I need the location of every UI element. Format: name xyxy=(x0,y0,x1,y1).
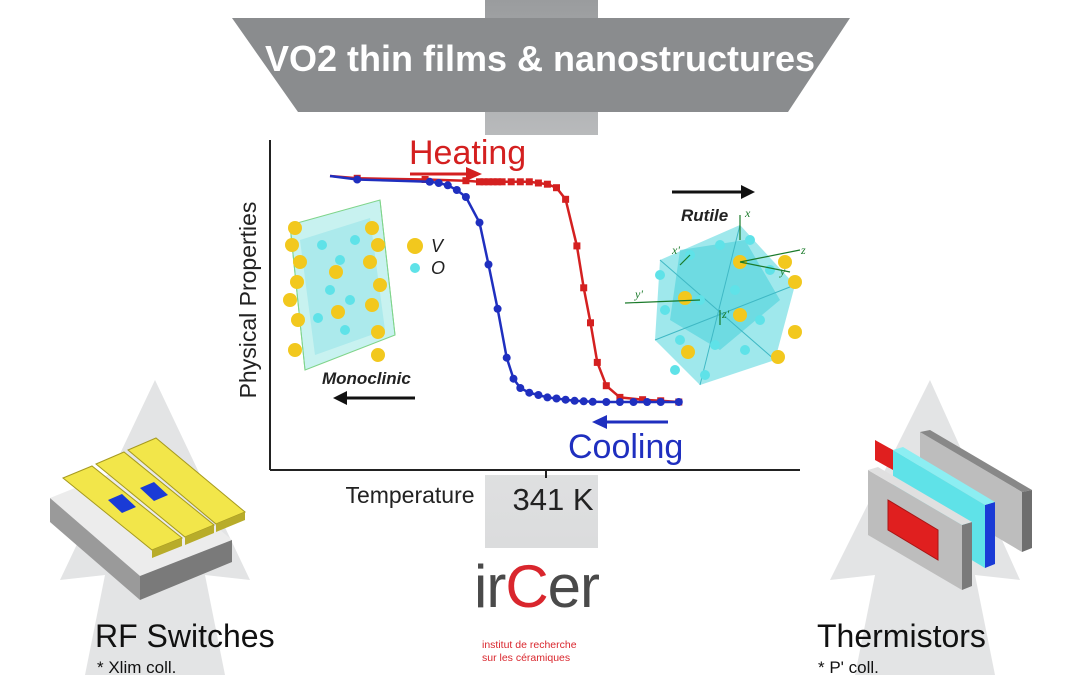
cooling-point xyxy=(643,398,652,406)
cooling-point xyxy=(615,398,624,406)
axis-zp-label: z' xyxy=(721,307,730,321)
rutile-arrow-head xyxy=(741,185,755,199)
heating-point xyxy=(580,284,588,292)
heating-point xyxy=(587,319,594,327)
cooling-point xyxy=(509,374,518,383)
axis-xp-label: x' xyxy=(671,243,680,257)
heating-arrow-head xyxy=(466,167,482,181)
heating-point xyxy=(494,178,502,186)
rutile-label: Rutile xyxy=(681,206,728,225)
axis-y-label: y xyxy=(779,264,786,278)
cooling-point xyxy=(516,384,525,392)
rf-switches-title: RF Switches xyxy=(95,618,275,654)
heating-point xyxy=(480,178,488,186)
thermistor-device xyxy=(868,430,1032,590)
cooling-point xyxy=(525,388,534,397)
cooling-point xyxy=(493,304,502,313)
cooling-point xyxy=(534,391,543,399)
heating-point xyxy=(507,178,515,186)
monoclinic-arrow-head xyxy=(333,391,347,405)
cooling-point xyxy=(502,353,511,362)
y-axis-label: Physical Properties xyxy=(235,202,261,399)
monoclinic-label: Monoclinic xyxy=(322,369,411,388)
cooling-point xyxy=(484,260,493,269)
cooling-point xyxy=(629,398,638,406)
heating-point xyxy=(421,176,429,183)
banner-title: VO2 thin films & nanostructures xyxy=(264,38,816,79)
cooling-point xyxy=(461,193,470,201)
thermistors-title: Thermistors xyxy=(817,618,986,654)
oxygen-legend-marker xyxy=(410,263,420,273)
axis-x-label: x xyxy=(744,206,751,220)
cooling-point xyxy=(434,179,443,187)
heating-label: Heating xyxy=(409,134,526,172)
cooling-point xyxy=(674,398,683,406)
rf-switch-device xyxy=(50,437,246,600)
cooling-point xyxy=(452,186,461,194)
cooling-point xyxy=(570,396,579,405)
heating-point xyxy=(639,396,647,404)
cooling-label: Cooling xyxy=(568,428,683,466)
cooling-point xyxy=(656,398,665,406)
cooling-point xyxy=(475,218,484,227)
heating-point xyxy=(525,178,533,186)
x-axis-label: Temperature xyxy=(345,482,474,508)
cooling-point xyxy=(588,397,597,406)
heating-point xyxy=(573,242,581,250)
vanadium-legend-marker xyxy=(407,238,423,254)
hysteresis-curves xyxy=(329,174,683,406)
transition-temperature-label: 341 K xyxy=(512,482,593,517)
rf-switches-note: * Xlim coll. xyxy=(97,658,177,677)
heating-point xyxy=(516,178,524,186)
vanadium-legend-label: V xyxy=(431,236,445,256)
cooling-point xyxy=(543,393,552,402)
heating-point xyxy=(602,382,610,390)
ircer-logo-line1: institut de recherche xyxy=(482,639,577,651)
cooling-point xyxy=(425,177,434,186)
cooling-arrow-head xyxy=(592,415,607,429)
cooling-point xyxy=(443,181,452,190)
heating-point xyxy=(534,179,542,187)
cooling-point xyxy=(552,394,561,403)
cooling-point xyxy=(561,395,570,404)
heating-point xyxy=(489,178,497,186)
title-banner xyxy=(232,18,850,112)
heating-point xyxy=(476,178,483,186)
rutile-structure xyxy=(624,215,802,386)
heating-point xyxy=(616,393,624,401)
axis-yp-label: y' xyxy=(634,287,643,301)
ircer-logo: irCer institut de recherche sur les céra… xyxy=(468,548,616,675)
heating-point xyxy=(543,180,551,188)
heating-point xyxy=(553,184,560,192)
heating-point xyxy=(498,178,506,186)
thermistors-note: * P' coll. xyxy=(818,658,879,677)
cooling-point xyxy=(602,398,611,406)
heating-point xyxy=(485,178,492,186)
axis-z-label: z xyxy=(800,243,806,257)
heating-point xyxy=(462,177,470,185)
ircer-logo-wordmark: irCer xyxy=(474,553,600,620)
heating-point xyxy=(593,358,601,366)
cooling-point xyxy=(353,175,362,184)
oxygen-legend-label: O xyxy=(431,258,445,278)
monoclinic-structure xyxy=(283,199,396,371)
heating-point xyxy=(562,195,570,203)
ircer-logo-line2: sur les céramiques xyxy=(482,652,571,664)
cooling-point xyxy=(579,397,588,406)
